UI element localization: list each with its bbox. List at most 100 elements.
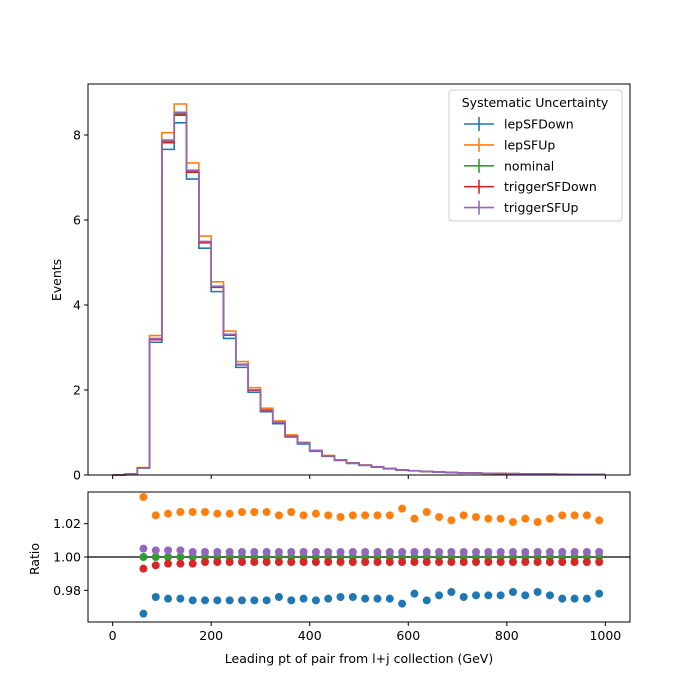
ratio-point-trigger-sfup xyxy=(558,548,567,556)
ratio-point-lep-sfdown xyxy=(582,594,591,603)
ratio-point-lep-sfdown xyxy=(435,591,444,600)
ratio-point-trigger-sfup xyxy=(545,548,554,556)
ratio-point-lep-sfdown xyxy=(274,593,283,601)
ratio-point-trigger-sfdown xyxy=(336,558,345,566)
ratio-point-lep-sfdown xyxy=(201,596,210,605)
ratio-point-lep-sfdown xyxy=(287,596,296,605)
main-y-tick-label: 2 xyxy=(73,383,81,398)
legend-label: lepSFDown xyxy=(504,117,574,132)
legend-entry-lep-sfup: lepSFUp xyxy=(464,137,555,152)
legend-label: triggerSFUp xyxy=(504,200,578,215)
ratio-point-lep-sfdown xyxy=(250,596,259,605)
ratio-point-lep-sfup xyxy=(435,513,444,521)
ratio-point-trigger-sfdown xyxy=(410,558,419,566)
ratio-point-lep-sfdown xyxy=(336,593,345,601)
ratio-point-trigger-sfdown xyxy=(188,559,197,568)
ratio-x-tick-label: 400 xyxy=(298,628,322,643)
histogram-trigger-sfup xyxy=(112,111,606,476)
main-y-tick-label: 0 xyxy=(73,468,81,483)
ratio-point-trigger-sfdown xyxy=(582,558,591,566)
ratio-point-lep-sfup xyxy=(595,516,604,525)
ratio-point-lep-sfup xyxy=(533,518,542,526)
ratio-point-lep-sfdown xyxy=(410,589,419,598)
ratio-point-lep-sfdown xyxy=(472,591,481,600)
ratio-point-trigger-sfup xyxy=(582,548,591,556)
ratio-point-trigger-sfup xyxy=(533,548,542,556)
ratio-point-trigger-sfdown xyxy=(533,558,542,566)
ratio-point-trigger-sfup xyxy=(311,548,320,556)
ratio-point-trigger-sfdown xyxy=(274,558,283,566)
ratio-point-trigger-sfdown xyxy=(262,558,271,566)
legend-label: lepSFUp xyxy=(504,137,555,152)
ratio-x-tick-label: 0 xyxy=(109,628,117,643)
ratio-point-trigger-sfup xyxy=(151,546,160,555)
ratio-point-trigger-sfdown xyxy=(237,558,246,566)
ratio-point-lep-sfup xyxy=(447,516,456,525)
ratio-point-trigger-sfdown xyxy=(373,558,382,566)
ratio-point-lep-sfup xyxy=(237,508,246,516)
ratio-point-trigger-sfdown xyxy=(311,558,320,566)
ratio-point-trigger-sfdown xyxy=(361,558,370,566)
ratio-point-lep-sfup xyxy=(558,511,567,520)
ratio-point-trigger-sfdown xyxy=(299,558,308,566)
ratio-point-trigger-sfup xyxy=(570,548,579,556)
legend-entry-trigger-sfup: triggerSFUp xyxy=(464,200,578,215)
ratio-point-lep-sfdown xyxy=(348,593,357,601)
ratio-point-trigger-sfdown xyxy=(496,558,505,566)
ratio-point-lep-sfup xyxy=(324,511,333,520)
main-y-tick-label: 6 xyxy=(73,213,81,228)
ratio-point-lep-sfdown xyxy=(139,609,148,618)
legend-entry-trigger-sfdown: triggerSFDown xyxy=(464,179,597,194)
ratio-point-lep-sfup xyxy=(287,508,296,516)
ratio-point-lep-sfdown xyxy=(385,594,394,603)
ratio-point-lep-sfdown xyxy=(361,594,370,603)
ratio-point-trigger-sfdown xyxy=(472,558,481,566)
ratio-point-lep-sfdown xyxy=(213,596,222,605)
legend: Systematic Uncertainty lepSFDown lepSFUp n… xyxy=(448,89,623,222)
legend-entries: lepSFDown lepSFUp nominal triggerSFDown trig… xyxy=(464,117,597,215)
ratio-point-lep-sfdown xyxy=(496,591,505,600)
ratio-x-tick-label: 600 xyxy=(396,628,420,643)
ratio-point-lep-sfup xyxy=(299,511,308,520)
ratio-point-trigger-sfup xyxy=(213,548,222,556)
ratio-point-lep-sfup xyxy=(188,508,197,516)
ratio-point-lep-sfdown xyxy=(176,594,185,603)
ratio-point-trigger-sfdown xyxy=(459,558,468,566)
ratio-point-trigger-sfup xyxy=(176,546,185,555)
ratio-point-lep-sfup xyxy=(139,493,148,501)
ratio-point-trigger-sfdown xyxy=(595,558,604,566)
ratio-point-lep-sfdown xyxy=(558,594,567,603)
ratio-point-trigger-sfup xyxy=(422,548,431,556)
ratio-point-trigger-sfdown xyxy=(348,558,357,566)
ratio-point-trigger-sfdown xyxy=(508,558,517,566)
ratio-y-tick-label: 0.98 xyxy=(53,583,81,598)
ratio-point-lep-sfup xyxy=(582,511,591,520)
ratio-point-trigger-sfdown xyxy=(164,559,173,568)
ratio-point-trigger-sfup xyxy=(508,548,517,556)
histogram-series-group xyxy=(112,103,606,476)
ratio-frame xyxy=(87,491,631,623)
ratio-point-trigger-sfup xyxy=(299,548,308,556)
ratio-point-lep-sfup xyxy=(311,509,320,518)
ratio-point-lep-sfup xyxy=(336,513,345,521)
ratio-point-trigger-sfup xyxy=(435,548,444,556)
main-y-axis-label: Events xyxy=(49,259,64,301)
ratio-point-lep-sfup xyxy=(422,508,431,516)
ratio-point-nominal xyxy=(139,553,148,561)
ratio-point-lep-sfdown xyxy=(151,593,160,601)
ratio-y-tick-label: 1.02 xyxy=(53,516,81,531)
ratio-point-lep-sfup xyxy=(385,511,394,520)
ratio-point-trigger-sfdown xyxy=(435,558,444,566)
ratio-point-trigger-sfup xyxy=(287,548,296,556)
ratio-point-trigger-sfup xyxy=(164,546,173,555)
ratio-point-trigger-sfdown xyxy=(558,558,567,566)
ratio-point-lep-sfup xyxy=(262,508,271,516)
ratio-point-trigger-sfup xyxy=(472,548,481,556)
ratio-point-lep-sfdown xyxy=(164,594,173,603)
ratio-point-trigger-sfdown xyxy=(225,558,234,566)
ratio-point-lep-sfdown xyxy=(237,596,246,605)
ratio-point-trigger-sfup xyxy=(324,548,333,556)
main-histogram-panel: 0 2 4 6 8 Events xyxy=(49,83,631,483)
ratio-point-lep-sfdown xyxy=(521,591,530,600)
legend-label: triggerSFDown xyxy=(504,179,597,194)
